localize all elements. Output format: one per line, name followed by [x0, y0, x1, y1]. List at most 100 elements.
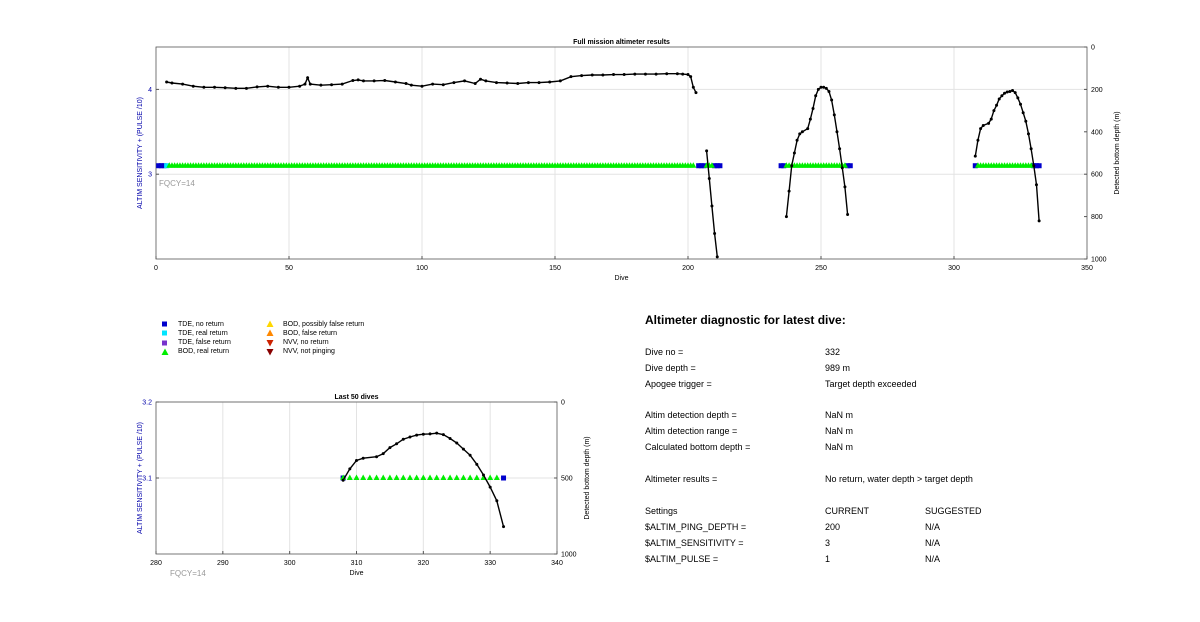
sensitivity-row: $ALTIM_SENSITIVITY = 3 N/A — [645, 538, 1115, 552]
last50-ylabel-right: Detected bottom depth (m) — [584, 436, 591, 519]
full-depth-point — [995, 103, 999, 107]
suggested-header: SUGGESTED — [925, 506, 982, 516]
last50-bod-marker — [453, 474, 460, 480]
altimeter-results-label: Altimeter results = — [645, 474, 718, 484]
full-depth-point — [715, 255, 719, 259]
full-depth-point — [707, 176, 711, 180]
last50-xtick-label: 320 — [417, 560, 429, 567]
full-tde-marker — [778, 163, 784, 169]
last50-ytick-left-label: 3.2 — [142, 400, 152, 407]
full-depth-point — [822, 85, 826, 89]
last50-depth-point — [502, 525, 506, 529]
last50-xtick-label: 340 — [551, 560, 563, 567]
legend-marker-square — [160, 320, 170, 328]
dive-depth-value: 989 m — [825, 363, 851, 373]
full-depth-point — [1021, 111, 1025, 115]
full-xlabel: Dive — [614, 275, 628, 282]
detection-depth-value: NaN m — [825, 410, 854, 420]
last50-depth-point — [461, 447, 465, 451]
full-depth-point — [191, 84, 195, 88]
full-depth-point — [832, 113, 836, 117]
legend-item: TDE, no return — [160, 320, 224, 328]
last50-bod-marker — [493, 474, 500, 480]
sensitivity-label: $ALTIM_SENSITIVITY = — [645, 538, 744, 548]
legend-item: BOD, false return — [265, 329, 337, 337]
detection-range-row: Altim detection range = NaN m — [645, 426, 1115, 440]
last50-xtick-label: 290 — [217, 560, 229, 567]
full-depth-point — [784, 215, 788, 219]
calculated-bottom-label: Calculated bottom depth = — [645, 442, 751, 452]
full-bod-marker — [708, 162, 715, 168]
full-bod-marker — [690, 162, 697, 168]
full-depth-point — [694, 91, 698, 95]
last50-bod-marker — [346, 474, 353, 480]
last50-bod-marker — [440, 474, 447, 480]
full-mission-chart: 0 50 100 150 200 250 300 350 3 4 0 200 400 600 800 1000… — [137, 39, 1121, 282]
full-depth-point — [330, 83, 334, 87]
full-depth-point — [244, 86, 248, 90]
full-depth-point — [361, 79, 365, 83]
full-depth-point — [306, 76, 310, 80]
last50-bod-marker — [406, 474, 413, 480]
last50-bod-marker — [413, 474, 420, 480]
full-tde-marker — [712, 163, 718, 169]
full-tde-marker — [696, 163, 702, 169]
dive-depth-row: Dive depth = 989 m — [645, 363, 1115, 377]
dive-depth-label: Dive depth = — [645, 363, 696, 373]
full-xtick-label: 200 — [682, 265, 694, 272]
legend-item: NVV, no return — [265, 339, 329, 347]
last50-depth-point — [375, 455, 379, 459]
last50-tde-marker — [501, 475, 507, 481]
full-depth-point — [463, 79, 467, 83]
full-depth-point — [526, 81, 530, 85]
last50-ytick-right-label: 1000 — [561, 552, 577, 559]
last50-depth-point — [468, 453, 472, 457]
legend-label: TDE, no return — [178, 320, 224, 328]
full-xtick-label: 0 — [154, 265, 158, 272]
full-depth-point — [992, 109, 996, 113]
last50-fqcy-annotation: FQCY=14 — [170, 569, 206, 578]
full-depth-point — [452, 81, 456, 85]
full-ytick-right-label: 400 — [1091, 129, 1103, 136]
last50-bod-marker — [427, 474, 434, 480]
full-depth-point — [654, 72, 658, 76]
last50-xtick-label: 300 — [284, 560, 296, 567]
full-depth-point — [372, 79, 376, 83]
full-depth-point — [981, 123, 985, 127]
full-depth-point — [383, 78, 387, 82]
last50-depth-point — [481, 473, 485, 477]
full-depth-point — [1005, 90, 1009, 94]
full-tde-marker — [714, 163, 720, 169]
legend-item: TDE, false return — [160, 339, 231, 347]
full-depth-line — [974, 89, 1040, 221]
full-depth-point — [170, 81, 174, 85]
full-depth-point — [308, 82, 312, 86]
full-depth-point — [590, 73, 594, 77]
full-depth-point — [814, 94, 818, 98]
last50-bod-marker — [447, 474, 454, 480]
full-depth-point — [643, 72, 647, 76]
last50-xtick-label: 280 — [150, 560, 162, 567]
last50-ytick-right-label: 500 — [561, 476, 573, 483]
last50-depth-point — [361, 456, 365, 460]
full-depth-point — [1029, 147, 1033, 151]
altimeter-results-row: Altimeter results = No return, water dep… — [645, 474, 1115, 488]
full-depth-point — [479, 77, 483, 81]
full-depth-point — [213, 85, 217, 89]
altimeter-diagnostic-panel: Altimeter diagnostic for latest dive: Di… — [645, 313, 1115, 564]
last50-depth-point — [428, 432, 432, 436]
detection-range-value: NaN m — [825, 426, 854, 436]
full-depth-point — [824, 86, 828, 90]
legend-label: TDE, real return — [178, 329, 228, 337]
legend-marker-triangle-up — [160, 348, 170, 356]
full-depth-point — [484, 79, 488, 83]
full-depth-point — [819, 85, 823, 89]
full-depth-point — [838, 147, 842, 151]
full-depth-point — [165, 80, 169, 84]
last50-bod-marker — [400, 474, 407, 480]
full-depth-point — [792, 151, 796, 155]
full-tde-marker — [1036, 163, 1042, 169]
full-tde-marker — [161, 163, 167, 169]
detection-depth-label: Altim detection depth = — [645, 410, 737, 420]
full-depth-point — [987, 121, 991, 125]
